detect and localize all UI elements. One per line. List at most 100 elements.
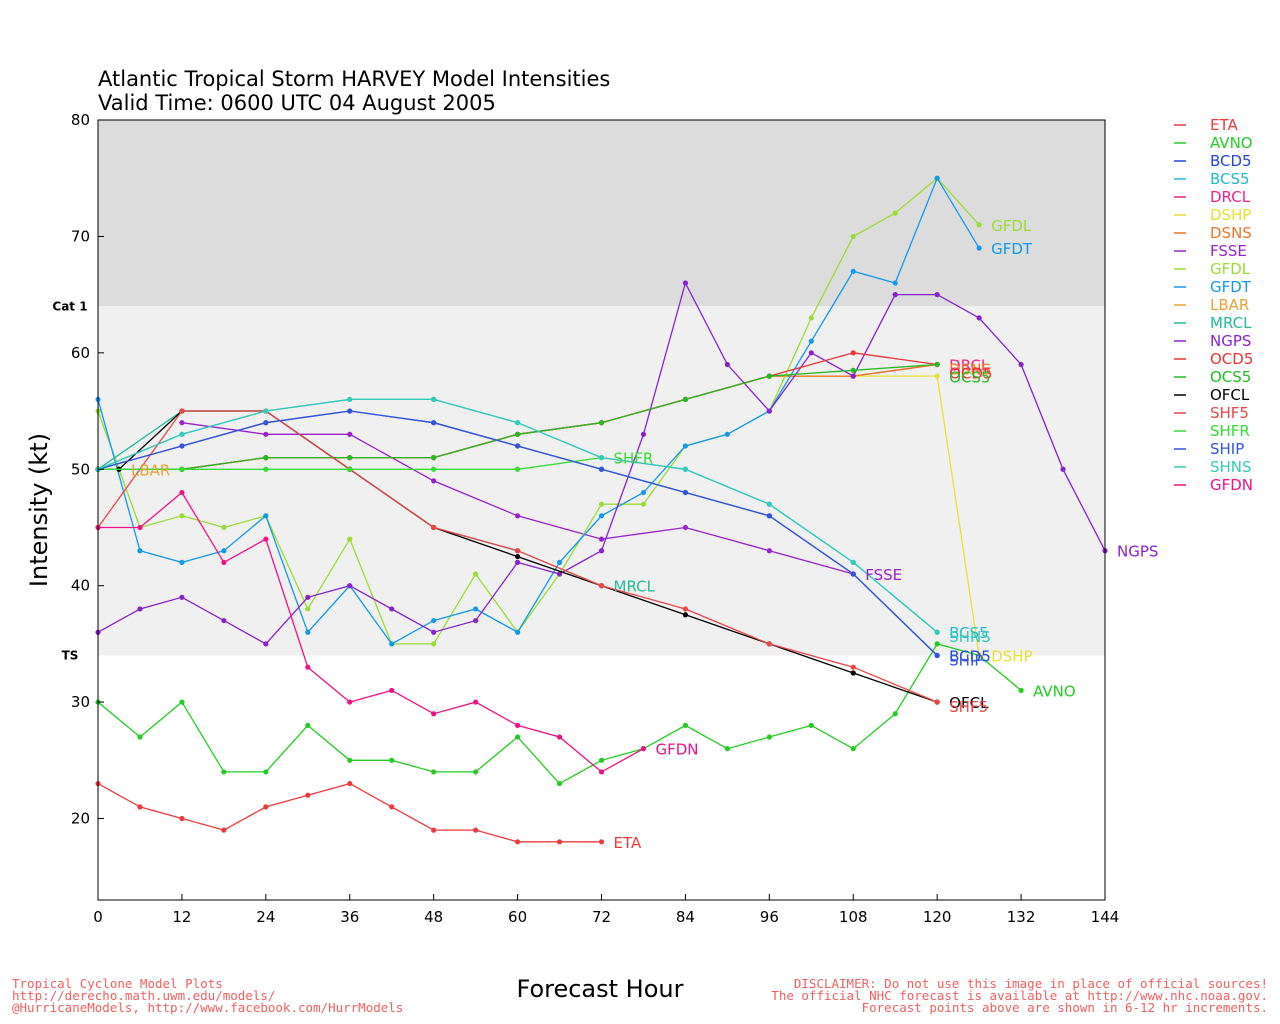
footer-credit-title: Tropical Cyclone Model Plots [12,976,223,991]
data-point [724,361,730,368]
data-point [724,746,730,752]
legend-item: OCD5 [1210,350,1253,368]
data-point [263,769,269,775]
data-point [305,664,311,670]
data-point [389,687,395,694]
data-point [514,629,521,635]
legend-item: AVNO [1210,134,1253,152]
data-point [934,292,940,298]
data-point [598,420,605,426]
series-end-labels: ETA AVNO BCD5 BCS5 DRCL DSHP DSNS FSSE GFDL GFDT L… [131,217,1158,852]
data-point [221,827,227,833]
x-tick-label: 48 [424,908,443,926]
data-point [473,827,479,833]
footer-nhc-note: The official NHC forecast is available a… [771,988,1268,1003]
data-point [179,408,185,414]
data-point [514,548,521,554]
series-avno [95,641,1024,787]
data-point [934,361,940,368]
data-point [766,548,772,554]
data-point [766,373,772,379]
legend-item: GFDL [1210,260,1251,278]
series-end-label: FSSE [865,566,902,584]
series-end-label: OCD5 [949,364,992,382]
data-point [179,699,185,705]
data-point [514,559,521,565]
series-end-label: LBAR [131,461,170,479]
legend-item: DSHP [1210,206,1251,224]
series-end-label: NGPS [1117,543,1158,561]
legend-item: GFDT [1210,278,1252,296]
band-label-0: Cat 1 [52,299,87,313]
data-point [514,443,521,449]
series-end-label: AVNO [1033,682,1076,700]
data-point [431,524,437,531]
data-point [137,524,143,531]
data-point [473,769,479,775]
series-end-label: DRCL [949,356,990,374]
legend-item: NGPS [1210,332,1251,350]
data-point [514,431,521,437]
data-point [556,734,563,740]
data-point [556,559,563,565]
x-tick-label: 108 [839,908,868,926]
data-point [263,408,269,414]
band-0 [98,120,1105,307]
data-point [850,367,856,373]
series-end-label: DSHP [991,648,1032,666]
data-point [640,431,647,437]
data-point [850,746,856,752]
data-point [305,722,311,728]
legend-item: MRCL [1210,314,1252,332]
series-end-label: SHIP [949,652,983,670]
footer-credit-url: http://derecho.math.uwm.edu/models/ [12,988,275,1003]
data-point [682,524,689,531]
data-point [431,478,437,484]
data-point [221,617,227,624]
data-point [682,489,689,496]
series-end-label: BCD5 [949,648,991,666]
data-point [808,350,814,356]
legend-item: DSNS [1210,224,1252,242]
data-point [598,455,605,461]
axes: 0 12 24 36 48 60 72 84 96 108 120 132 144 20 30 40 50 60 7… [71,111,1119,926]
chart-title: Atlantic Tropical Storm HARVEY Model Int… [98,67,610,91]
data-point [850,268,856,274]
data-point [473,699,479,705]
data-point [389,606,395,612]
data-point [850,670,856,676]
data-point [766,408,772,414]
series-end-label: BCS5 [949,624,989,642]
x-tick-label: 12 [172,908,191,926]
data-point [682,612,689,618]
x-axis-label: Forecast Hour [517,975,684,1003]
data-point [850,373,856,379]
data-point [598,501,605,507]
legend-item: SHNS [1210,458,1252,476]
data-point [347,396,353,403]
data-point [473,617,479,624]
data-point [1018,361,1024,368]
y-tick-label: 30 [71,693,90,711]
data-point [556,571,563,577]
series-layer [95,175,1108,845]
data-point [766,734,772,740]
data-point [598,466,605,472]
data-point [389,757,395,763]
data-point [179,559,185,565]
data-point [473,571,479,577]
data-point [892,210,898,216]
legend-item: LBAR [1210,296,1249,314]
x-tick-label: 36 [340,908,359,926]
y-tick-label: 40 [71,577,90,595]
legend-item: FSSE [1210,242,1247,260]
legend-item: ETA [1210,116,1238,134]
data-point [221,559,227,565]
data-point [892,292,898,298]
data-point [514,513,521,519]
data-point [347,757,353,763]
data-point [766,501,772,507]
x-tick-label: 120 [923,908,952,926]
data-point [179,513,185,519]
